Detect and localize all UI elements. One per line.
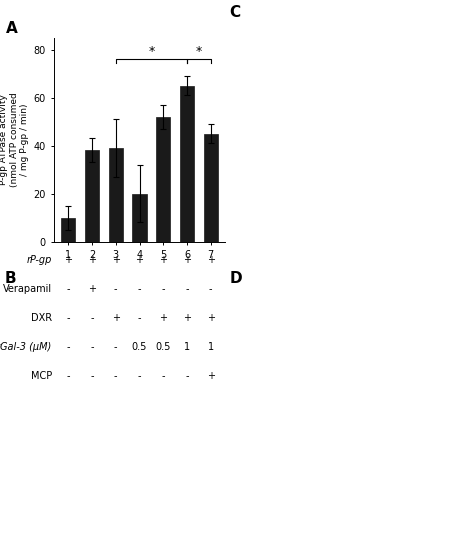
Text: -: - — [138, 372, 141, 381]
Bar — [180, 85, 194, 242]
Text: +: + — [88, 256, 96, 265]
Text: -: - — [209, 285, 212, 294]
Text: -: - — [138, 314, 141, 323]
Text: 0.5: 0.5 — [156, 343, 171, 352]
Text: DXR: DXR — [31, 314, 52, 323]
Text: +: + — [207, 314, 215, 323]
Bar — [203, 134, 218, 242]
Text: -: - — [114, 285, 117, 294]
Text: *: * — [196, 45, 202, 58]
Bar — [132, 194, 147, 242]
Text: -: - — [67, 372, 70, 381]
Text: +: + — [159, 256, 167, 265]
Text: C: C — [230, 5, 241, 20]
Bar — [108, 148, 123, 242]
Text: -: - — [67, 285, 70, 294]
Bar — [85, 150, 99, 242]
Text: 0.5: 0.5 — [132, 343, 147, 352]
Text: -: - — [162, 372, 165, 381]
Text: A: A — [6, 21, 18, 37]
Text: Verapamil: Verapamil — [3, 285, 52, 294]
Text: +: + — [159, 314, 167, 323]
Text: -: - — [67, 343, 70, 352]
Text: -: - — [185, 285, 189, 294]
Text: +: + — [183, 256, 191, 265]
Text: -: - — [114, 343, 117, 352]
Text: -: - — [138, 285, 141, 294]
Text: rGal-3 (μM): rGal-3 (μM) — [0, 343, 52, 352]
Text: -: - — [114, 372, 117, 381]
Text: D: D — [230, 271, 242, 286]
Bar — [61, 217, 76, 242]
Text: rP-gp: rP-gp — [27, 256, 52, 265]
Bar — [156, 117, 171, 242]
Text: +: + — [207, 372, 215, 381]
Text: *: * — [148, 45, 154, 58]
Text: +: + — [112, 314, 120, 323]
Text: +: + — [112, 256, 120, 265]
Text: 1: 1 — [184, 343, 190, 352]
Y-axis label: P-gp ATPase activity
(nmol ATP consumed
/ mg P-gp / min): P-gp ATPase activity (nmol ATP consumed … — [0, 92, 29, 187]
Text: -: - — [90, 343, 94, 352]
Text: +: + — [88, 285, 96, 294]
Text: B: B — [4, 271, 16, 286]
Text: +: + — [64, 256, 72, 265]
Text: MCP: MCP — [31, 372, 52, 381]
Text: 1: 1 — [208, 343, 214, 352]
Text: -: - — [90, 372, 94, 381]
Text: +: + — [207, 256, 215, 265]
Text: -: - — [90, 314, 94, 323]
Text: +: + — [135, 256, 144, 265]
Text: -: - — [67, 314, 70, 323]
Text: +: + — [183, 314, 191, 323]
Text: -: - — [185, 372, 189, 381]
Text: -: - — [162, 285, 165, 294]
